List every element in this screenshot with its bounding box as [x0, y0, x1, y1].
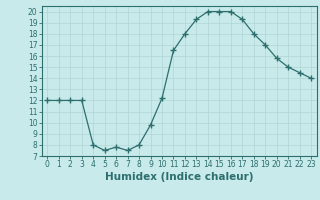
X-axis label: Humidex (Indice chaleur): Humidex (Indice chaleur) [105, 172, 253, 182]
